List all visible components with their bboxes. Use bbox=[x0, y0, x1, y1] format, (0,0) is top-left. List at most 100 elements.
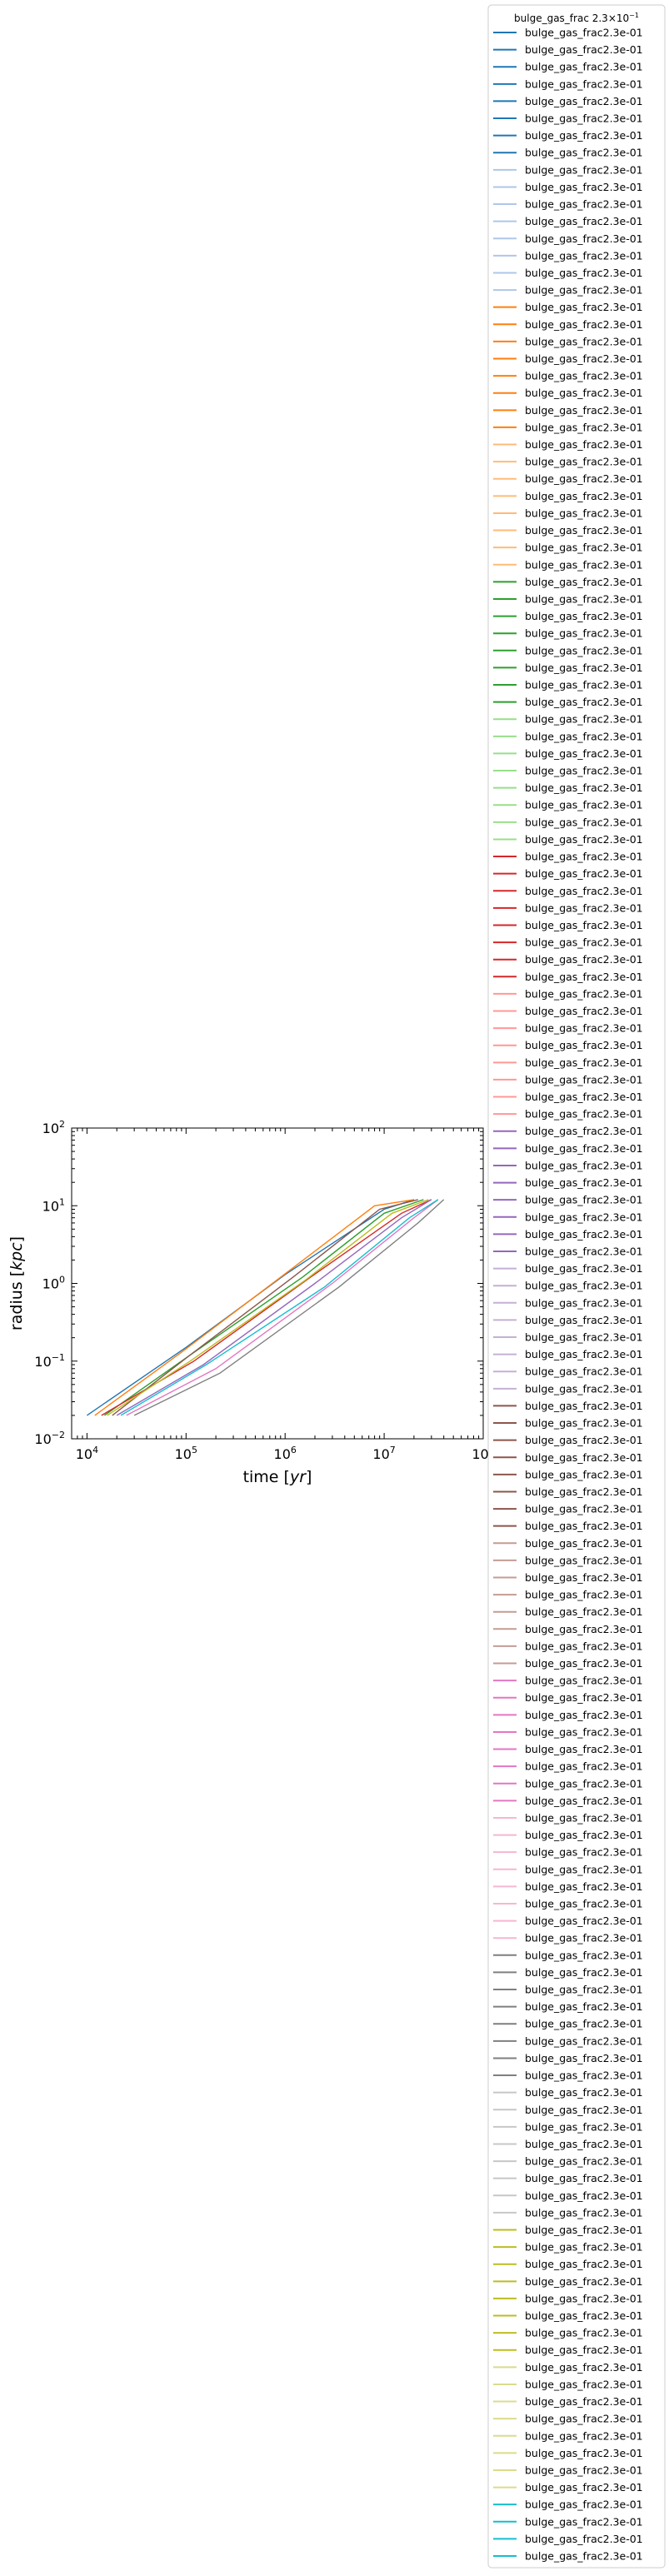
legend-entry: bulge_gas_frac2.3e-01 bbox=[493, 2138, 643, 2150]
y-tick-mantissa: 10 bbox=[42, 1121, 59, 1136]
legend-label: bulge_gas_frac2.3e-01 bbox=[525, 1073, 643, 1086]
legend-label: bulge_gas_frac2.3e-01 bbox=[525, 901, 643, 914]
legend-entry: bulge_gas_frac2.3e-01 bbox=[493, 1382, 643, 1395]
legend-entry: bulge_gas_frac2.3e-01 bbox=[493, 1451, 643, 1464]
x-tick-mantissa: 10 bbox=[76, 1446, 92, 1462]
legend-title: bulge_gas_frac 2.3×10−1 bbox=[514, 12, 639, 24]
legend-label: bulge_gas_frac2.3e-01 bbox=[525, 2189, 643, 2202]
legend-label: bulge_gas_frac2.3e-01 bbox=[525, 2413, 643, 2425]
legend-entry: bulge_gas_frac2.3e-01 bbox=[493, 901, 643, 914]
legend-title-exp: −1 bbox=[629, 12, 639, 19]
legend-label: bulge_gas_frac2.3e-01 bbox=[525, 1451, 643, 1464]
legend-entry: bulge_gas_frac2.3e-01 bbox=[493, 1811, 643, 1824]
legend-entry: bulge_gas_frac2.3e-01 bbox=[493, 713, 643, 726]
legend-entry: bulge_gas_frac2.3e-01 bbox=[493, 404, 643, 417]
legend-entry: bulge_gas_frac2.3e-01 bbox=[493, 679, 643, 691]
legend-label: bulge_gas_frac2.3e-01 bbox=[525, 1056, 643, 1069]
y-tick-exponent: 0 bbox=[59, 1275, 65, 1286]
x-tick-exponent: 4 bbox=[92, 1445, 98, 1455]
y-tick-label: 102 bbox=[42, 1119, 65, 1136]
legend-entry: bulge_gas_frac2.3e-01 bbox=[493, 2258, 643, 2270]
legend-entry: bulge_gas_frac2.3e-01 bbox=[493, 2069, 643, 2082]
legend-label: bulge_gas_frac2.3e-01 bbox=[525, 1228, 643, 1241]
legend-label: bulge_gas_frac2.3e-01 bbox=[525, 1725, 643, 1738]
legend-entry: bulge_gas_frac2.3e-01 bbox=[493, 2172, 643, 2184]
legend-entry: bulge_gas_frac2.3e-01 bbox=[493, 1228, 643, 1241]
legend-entry: bulge_gas_frac2.3e-01 bbox=[493, 2018, 643, 2030]
legend-label: bulge_gas_frac2.3e-01 bbox=[525, 1211, 643, 1223]
y-tick-exponent: 1 bbox=[59, 1196, 65, 1207]
legend-label: bulge_gas_frac2.3e-01 bbox=[525, 1589, 643, 1601]
legend-entry: bulge_gas_frac2.3e-01 bbox=[493, 799, 643, 811]
legend-label: bulge_gas_frac2.3e-01 bbox=[525, 77, 643, 90]
legend-entry: bulge_gas_frac2.3e-01 bbox=[493, 2292, 643, 2304]
legend-entry: bulge_gas_frac2.3e-01 bbox=[493, 61, 643, 73]
legend-entry: bulge_gas_frac2.3e-01 bbox=[493, 1554, 643, 1566]
legend-label: bulge_gas_frac2.3e-01 bbox=[525, 404, 643, 417]
legend-entry: bulge_gas_frac2.3e-01 bbox=[493, 1365, 643, 1378]
legend-entry: bulge_gas_frac2.3e-01 bbox=[493, 644, 643, 656]
legend-label: bulge_gas_frac2.3e-01 bbox=[525, 2155, 643, 2168]
x-tick-mantissa: 10 bbox=[472, 1446, 488, 1462]
legend-entry: bulge_gas_frac2.3e-01 bbox=[493, 1589, 643, 1601]
legend-entry: bulge_gas_frac2.3e-01 bbox=[493, 335, 643, 347]
legend-label: bulge_gas_frac2.3e-01 bbox=[525, 713, 643, 726]
y-tick-label: 10−2 bbox=[34, 1430, 65, 1447]
legend-entry: bulge_gas_frac2.3e-01 bbox=[493, 2309, 643, 2322]
legend-label: bulge_gas_frac2.3e-01 bbox=[525, 1691, 643, 1704]
legend-entry: bulge_gas_frac2.3e-01 bbox=[493, 2464, 643, 2476]
legend-label: bulge_gas_frac2.3e-01 bbox=[525, 2499, 643, 2511]
legend-label: bulge_gas_frac2.3e-01 bbox=[525, 1915, 643, 1927]
legend-label: bulge_gas_frac2.3e-01 bbox=[525, 1417, 643, 1430]
legend-entry: bulge_gas_frac2.3e-01 bbox=[493, 1073, 643, 1086]
legend-entry: bulge_gas_frac2.3e-01 bbox=[493, 610, 643, 622]
legend-title-times: × bbox=[608, 12, 617, 24]
legend-label: bulge_gas_frac2.3e-01 bbox=[525, 370, 643, 382]
legend-entry: bulge_gas_frac2.3e-01 bbox=[493, 1056, 643, 1069]
x-tick-mantissa: 10 bbox=[175, 1446, 192, 1462]
legend-label: bulge_gas_frac2.3e-01 bbox=[525, 1280, 643, 1292]
legend-label: bulge_gas_frac2.3e-01 bbox=[525, 1005, 643, 1017]
legend-label: bulge_gas_frac2.3e-01 bbox=[525, 1846, 643, 1859]
legend-label: bulge_gas_frac2.3e-01 bbox=[525, 1348, 643, 1360]
legend-label: bulge_gas_frac2.3e-01 bbox=[525, 799, 643, 811]
legend-label: bulge_gas_frac2.3e-01 bbox=[525, 2018, 643, 2030]
legend-entry: bulge_gas_frac2.3e-01 bbox=[493, 1795, 643, 1807]
legend-label: bulge_gas_frac2.3e-01 bbox=[525, 318, 643, 331]
legend-label: bulge_gas_frac2.3e-01 bbox=[525, 1022, 643, 1035]
legend-entry: bulge_gas_frac2.3e-01 bbox=[493, 730, 643, 742]
legend-entry: bulge_gas_frac2.3e-01 bbox=[493, 1039, 643, 1051]
legend-entry: bulge_gas_frac2.3e-01 bbox=[493, 1211, 643, 1223]
legend-entry: bulge_gas_frac2.3e-01 bbox=[493, 661, 643, 674]
legend-entry: bulge_gas_frac2.3e-01 bbox=[493, 232, 643, 245]
legend-entry: bulge_gas_frac2.3e-01 bbox=[493, 2327, 643, 2339]
legend-label: bulge_gas_frac2.3e-01 bbox=[525, 2344, 643, 2356]
y-tick-label: 101 bbox=[42, 1196, 65, 1214]
legend-entry: bulge_gas_frac2.3e-01 bbox=[493, 2275, 643, 2288]
tick-marks bbox=[71, 1127, 484, 1440]
legend-entry: bulge_gas_frac2.3e-01 bbox=[493, 1675, 643, 1687]
legend-label: bulge_gas_frac2.3e-01 bbox=[525, 2224, 643, 2236]
legend-entry: bulge_gas_frac2.3e-01 bbox=[493, 1005, 643, 1017]
legend-entry: bulge_gas_frac2.3e-01 bbox=[493, 2189, 643, 2202]
legend-label: bulge_gas_frac2.3e-01 bbox=[525, 1675, 643, 1687]
legend-entry: bulge_gas_frac2.3e-01 bbox=[493, 816, 643, 828]
legend-entry: bulge_gas_frac2.3e-01 bbox=[493, 163, 643, 176]
legend-label: bulge_gas_frac2.3e-01 bbox=[525, 747, 643, 760]
legend-entry: bulge_gas_frac2.3e-01 bbox=[493, 370, 643, 382]
legend-label: bulge_gas_frac2.3e-01 bbox=[525, 456, 643, 468]
legend-entry: bulge_gas_frac2.3e-01 bbox=[493, 2224, 643, 2236]
legend-label: bulge_gas_frac2.3e-01 bbox=[525, 1262, 643, 1275]
legend-entry: bulge_gas_frac2.3e-01 bbox=[493, 2429, 643, 2442]
legend-entry: bulge_gas_frac2.3e-01 bbox=[493, 1897, 643, 1910]
legend-label: bulge_gas_frac2.3e-01 bbox=[525, 1829, 643, 1841]
legend-label: bulge_gas_frac2.3e-01 bbox=[525, 1623, 643, 1635]
legend-label: bulge_gas_frac2.3e-01 bbox=[525, 867, 643, 880]
legend-entry: bulge_gas_frac2.3e-01 bbox=[493, 1125, 643, 1137]
x-tick-exponent: 7 bbox=[390, 1445, 396, 1455]
legend-label: bulge_gas_frac2.3e-01 bbox=[525, 1984, 643, 1996]
legend-entry: bulge_gas_frac2.3e-01 bbox=[493, 833, 643, 846]
legend-entry: bulge_gas_frac2.3e-01 bbox=[493, 1640, 643, 1652]
